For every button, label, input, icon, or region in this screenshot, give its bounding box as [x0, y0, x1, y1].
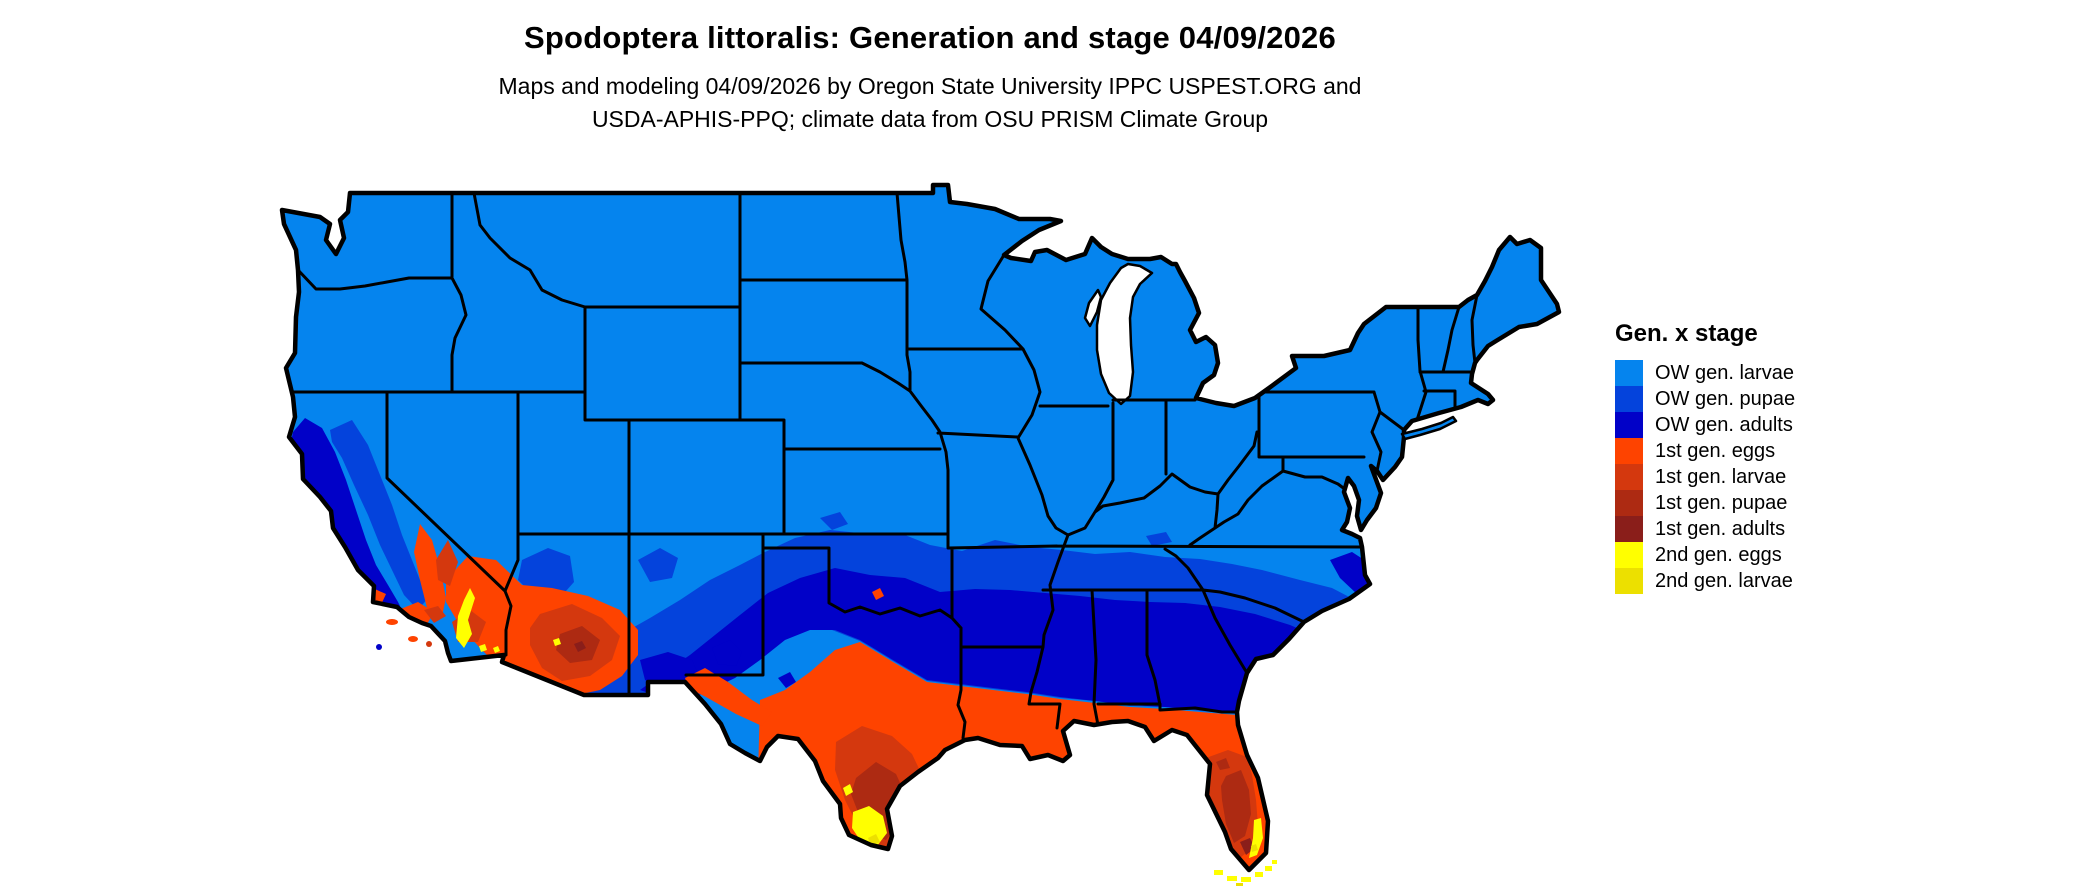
legend-swatch-2nd-larvae	[1615, 568, 1643, 594]
lake-michigan	[1083, 262, 1154, 406]
florida-keys	[1214, 860, 1277, 886]
map-subtitle-line1: Maps and modeling 04/09/2026 by Oregon S…	[498, 73, 1362, 99]
legend-label-ow-larvae: OW gen. larvae	[1655, 361, 1794, 384]
legend-row-2nd-eggs: 2nd gen. eggs	[1615, 542, 1795, 568]
legend-row-ow-larvae: OW gen. larvae	[1615, 360, 1795, 386]
long-island	[1400, 415, 1458, 441]
legend-label-2nd-larvae: 2nd gen. larvae	[1655, 569, 1793, 592]
map-region-ow-larvae	[282, 185, 1559, 870]
legend-row-ow-adults: OW gen. adults	[1615, 412, 1795, 438]
legend-label-1st-larvae: 1st gen. larvae	[1655, 465, 1787, 488]
legend-row-1st-adults: 1st gen. adults	[1615, 516, 1795, 542]
map-region-2nd-larvae	[868, 834, 1258, 852]
legend-label-2nd-eggs: 2nd gen. eggs	[1655, 543, 1782, 566]
legend-label-1st-eggs: 1st gen. eggs	[1655, 439, 1776, 462]
channel-islands	[376, 619, 432, 650]
legend-row-1st-larvae: 1st gen. larvae	[1615, 464, 1795, 490]
legend-swatch-ow-larvae	[1615, 360, 1643, 386]
legend-row-ow-pupae: OW gen. pupae	[1615, 386, 1795, 412]
legend-row-1st-pupae: 1st gen. pupae	[1615, 490, 1795, 516]
map-subtitle: Maps and modeling 04/09/2026 by Oregon S…	[0, 70, 1860, 136]
conus-outline	[279, 182, 1562, 873]
legend-label-ow-adults: OW gen. adults	[1655, 413, 1793, 436]
legend-label-1st-pupae: 1st gen. pupae	[1655, 491, 1788, 514]
legend: Gen. x stage OW gen. larvae OW gen. pupa…	[1615, 320, 1795, 594]
legend-swatch-2nd-eggs	[1615, 542, 1643, 568]
legend-swatch-1st-larvae	[1615, 464, 1643, 490]
legend-swatch-1st-pupae	[1615, 490, 1643, 516]
header: Spodoptera littoralis: Generation and st…	[0, 0, 1860, 136]
legend-title: Gen. x stage	[1615, 320, 1758, 347]
legend-swatch-ow-adults	[1615, 412, 1643, 438]
state-borders	[285, 191, 1479, 740]
map-subtitle-line2: USDA-APHIS-PPQ; climate data from OSU PR…	[591, 106, 1269, 132]
legend-swatch-1st-eggs	[1615, 438, 1643, 464]
legend-label-ow-pupae: OW gen. pupae	[1655, 387, 1796, 410]
legend-swatch-1st-adults	[1615, 516, 1643, 542]
map-title: Spodoptera littoralis: Generation and st…	[524, 20, 1336, 55]
legend-swatch-ow-pupae	[1615, 386, 1643, 412]
legend-label-1st-adults: 1st gen. adults	[1655, 517, 1786, 540]
legend-row-1st-eggs: 1st gen. eggs	[1615, 438, 1795, 464]
legend-row-2nd-larvae: 2nd gen. larvae	[1615, 568, 1795, 594]
